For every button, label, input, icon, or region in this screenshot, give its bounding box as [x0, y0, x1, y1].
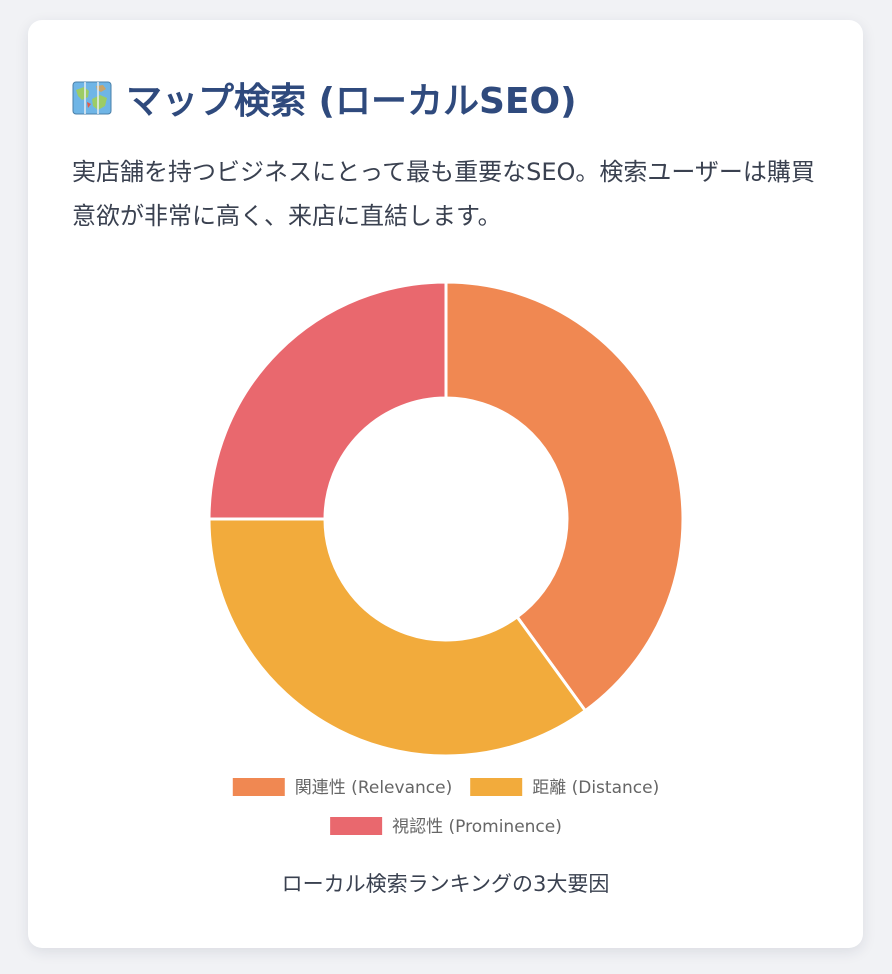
donut-slice-relevance[interactable] [444, 280, 685, 713]
chart-caption: ローカル検索ランキングの3大要因 [281, 872, 610, 896]
chart-legend: 関連性 (Relevance) 距離 (Distance) 視認性 (Promine… [232, 778, 659, 837]
world-map-icon [72, 81, 112, 115]
donut-slices [207, 280, 685, 758]
card-title: マップ検索 (ローカルSEO) [126, 81, 577, 122]
donut-slice-prominence[interactable] [207, 280, 448, 521]
card-header: マップ検索 (ローカルSEO) [72, 68, 577, 128]
legend-label-prominence[interactable]: 視認性 (Prominence) [392, 817, 562, 837]
legend-swatch-distance [470, 778, 523, 796]
legend-label-relevance[interactable]: 関連性 (Relevance) [295, 778, 452, 798]
legend-label-distance[interactable]: 距離 (Distance) [532, 778, 659, 798]
legend-swatch-relevance [232, 778, 285, 796]
local-ranking-donut-chart: 関連性 (Relevance) 距離 (Distance) 視認性 (Promine… [207, 280, 685, 837]
donut-slice-distance[interactable] [207, 517, 588, 758]
card-description: 実店舗を持つビジネスにとって最も重要なSEO。検索ユーザーは購買意欲が非常に高く… [72, 158, 815, 230]
local-seo-card: マップ検索 (ローカルSEO) 実店舗を持つビジネスにとって最も重要なSEO。検… [28, 20, 863, 948]
legend-swatch-prominence [330, 817, 383, 835]
